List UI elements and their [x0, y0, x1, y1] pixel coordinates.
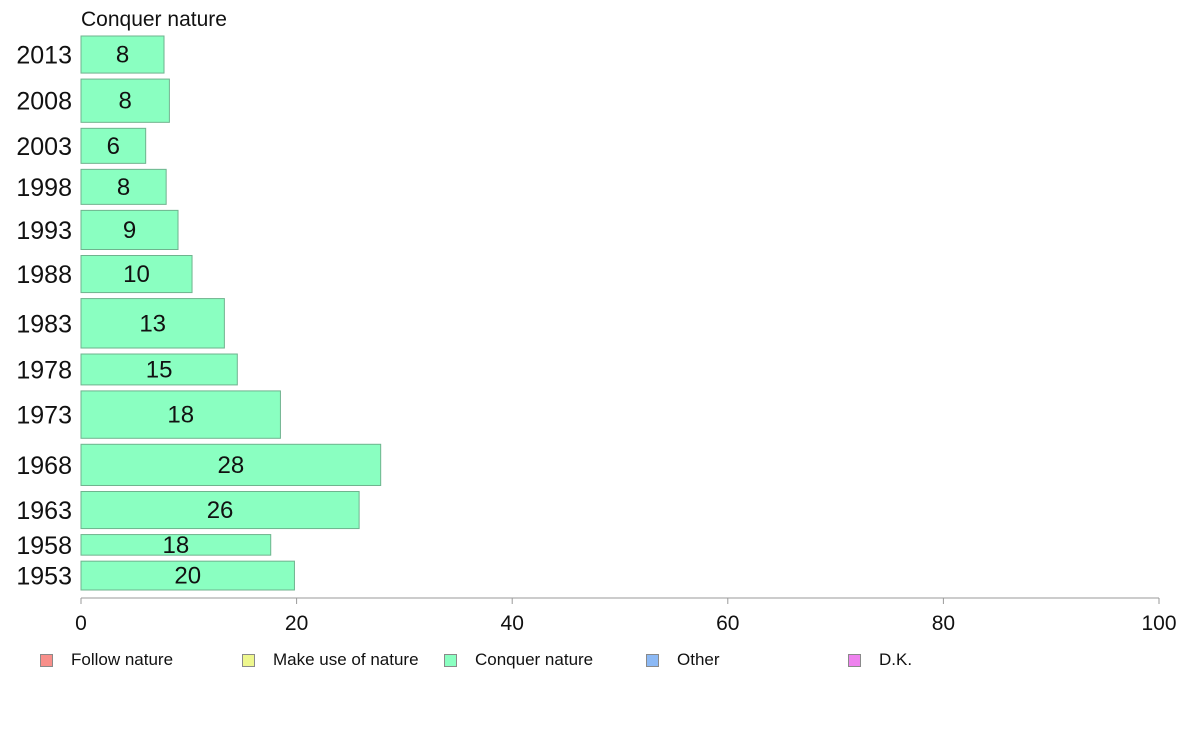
- bar-1973: [80, 390, 281, 439]
- category-label: 1998: [16, 174, 72, 202]
- bar-1993: [80, 209, 179, 251]
- x-axis: 0 20 40 60 80 100: [75, 597, 1177, 635]
- bar-value-label: 8: [119, 88, 132, 115]
- legend-item: Follow nature: [40, 650, 173, 670]
- bar-1953: [80, 560, 295, 591]
- category-label: 1963: [16, 497, 72, 525]
- category-label: 2013: [16, 42, 72, 70]
- x-tick-label: 20: [285, 612, 308, 635]
- category-label: 1958: [16, 532, 72, 560]
- legend-label: Make use of nature: [273, 650, 419, 669]
- bar-1958: [80, 534, 272, 556]
- bar-value-label: 10: [123, 261, 150, 288]
- bar-2013: [80, 35, 165, 74]
- bar-1968: [80, 443, 382, 486]
- category-label: 1973: [16, 402, 72, 430]
- legend-label: Other: [677, 650, 720, 669]
- legend-label: Conquer nature: [475, 650, 594, 669]
- x-tick-label: 40: [501, 612, 524, 635]
- category-label: 2008: [16, 88, 72, 116]
- bar-1983: [80, 298, 225, 349]
- legend-item: Make use of nature: [242, 650, 419, 670]
- bar-value-label: 8: [117, 174, 130, 201]
- bar-value-label: 8: [116, 42, 129, 69]
- legend-label: Follow nature: [71, 650, 174, 669]
- legend-swatch: [444, 653, 457, 667]
- bar-value-label: 28: [217, 452, 244, 479]
- category-label: 1968: [16, 452, 72, 480]
- bar-2003: [80, 127, 147, 164]
- category-label: 2003: [16, 133, 72, 161]
- bar-value-label: 13: [139, 310, 166, 337]
- category-label: 1988: [16, 261, 72, 289]
- bar-chart: Conquer nature 8201382008620038199891993…: [16, 8, 1177, 635]
- bar-value-label: 15: [146, 356, 173, 383]
- x-tick-label: 60: [716, 612, 739, 635]
- x-tick-label: 100: [1141, 612, 1176, 635]
- category-label: 1978: [16, 356, 72, 384]
- bar-1978: [80, 353, 238, 386]
- bar-1963: [80, 490, 360, 530]
- legend-swatch: [646, 653, 659, 667]
- category-label: 1993: [16, 217, 72, 245]
- x-tick-label: 0: [75, 612, 87, 635]
- legend-label: D.K.: [879, 650, 913, 669]
- bar-value-label: 18: [163, 532, 190, 559]
- category-label: 1983: [16, 310, 72, 338]
- category-label: 1953: [16, 563, 72, 591]
- legend-swatch: [40, 653, 53, 667]
- chart-title: Conquer nature: [81, 8, 227, 31]
- bar-value-label: 26: [207, 497, 234, 524]
- legend-swatch: [242, 653, 255, 667]
- legend: Follow nature Make use of nature Conquer n…: [0, 650, 1188, 676]
- bar-1998: [80, 168, 167, 205]
- legend-item: D.K.: [848, 650, 912, 670]
- legend-item: Conquer nature: [444, 650, 593, 670]
- bar-2008: [80, 78, 170, 123]
- legend-swatch: [848, 653, 861, 667]
- bar-value-label: 18: [167, 402, 194, 429]
- bar-value-label: 6: [107, 133, 120, 160]
- x-tick-label: 80: [932, 612, 955, 635]
- legend-item: Other: [646, 650, 720, 670]
- bar-value-label: 20: [174, 563, 201, 590]
- bars-group: 8 2013 8 2008 6 2003 8 1998 9 1993 10 1988 13 1983 15 1…: [16, 35, 382, 591]
- bar-value-label: 9: [123, 217, 136, 244]
- bar-1988: [80, 255, 193, 294]
